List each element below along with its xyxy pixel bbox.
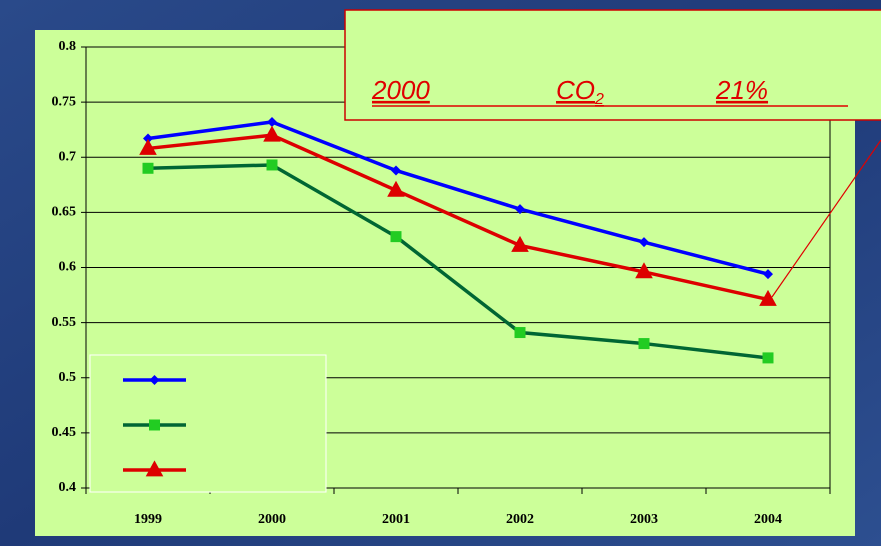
x-tick-label: 2003 bbox=[630, 512, 658, 527]
annotation-percent: 21% bbox=[715, 75, 768, 105]
y-tick-label: 0.8 bbox=[59, 39, 77, 54]
x-tick-label: 2001 bbox=[382, 512, 410, 527]
callout-pointer bbox=[771, 139, 881, 298]
marker bbox=[145, 460, 164, 477]
x-tick-label: 2000 bbox=[258, 512, 286, 527]
y-tick-label: 0.45 bbox=[52, 425, 77, 440]
marker bbox=[763, 269, 773, 280]
marker bbox=[515, 204, 525, 215]
y-tick-label: 0.6 bbox=[59, 260, 77, 275]
marker bbox=[142, 162, 154, 174]
marker bbox=[514, 327, 526, 339]
annotation-year: 2000 bbox=[371, 75, 430, 105]
y-tick-label: 0.75 bbox=[52, 94, 77, 109]
y-tick-label: 0.55 bbox=[52, 315, 77, 330]
marker bbox=[387, 180, 405, 197]
marker bbox=[511, 235, 529, 252]
y-tick-label: 0.4 bbox=[59, 480, 77, 495]
marker bbox=[639, 237, 649, 248]
marker bbox=[149, 375, 160, 385]
marker bbox=[263, 125, 281, 142]
callout-box bbox=[344, 9, 881, 121]
y-tick-label: 0.5 bbox=[59, 370, 77, 385]
series-line bbox=[147, 120, 769, 276]
y-tick-label: 0.7 bbox=[59, 149, 77, 164]
marker bbox=[759, 289, 777, 306]
x-tick-label: 2002 bbox=[506, 512, 534, 527]
annotation-subscript: 2 bbox=[594, 91, 604, 108]
marker bbox=[267, 116, 277, 127]
x-tick-label: 1999 bbox=[134, 512, 162, 527]
marker bbox=[139, 138, 157, 155]
marker bbox=[149, 419, 160, 431]
marker bbox=[638, 338, 650, 350]
marker bbox=[266, 159, 278, 171]
series-line bbox=[147, 133, 769, 302]
marker bbox=[391, 165, 401, 176]
x-tick-label: 2004 bbox=[754, 512, 782, 527]
annotation-gas: CO2 bbox=[556, 75, 604, 108]
y-tick-label: 0.65 bbox=[52, 205, 77, 220]
marker bbox=[390, 231, 402, 243]
marker bbox=[635, 262, 653, 279]
series-line bbox=[147, 163, 769, 360]
marker bbox=[143, 133, 153, 144]
annotation-gas-text: CO bbox=[556, 75, 595, 105]
marker bbox=[762, 352, 774, 364]
